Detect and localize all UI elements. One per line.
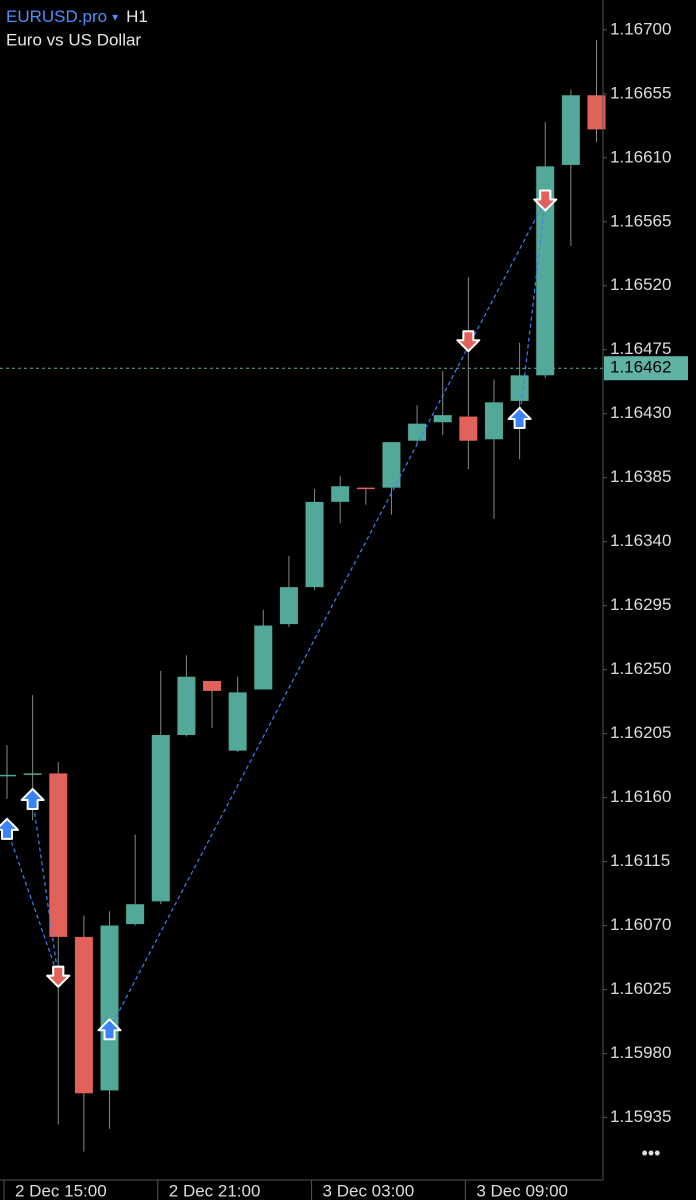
y-tick-label: 1.16025: [610, 979, 671, 998]
x-tick-label: 3 Dec 09:00: [476, 1181, 568, 1200]
x-tick-label: 3 Dec 03:00: [323, 1181, 415, 1200]
candle-body: [561, 95, 580, 165]
y-tick-label: 1.16160: [610, 787, 671, 806]
candle-body: [331, 486, 350, 502]
last-price-box: [604, 356, 688, 381]
symbol-dropdown[interactable]: ▾: [112, 10, 118, 24]
y-tick-label: 1.16295: [610, 595, 671, 614]
y-tick-label: 1.16610: [610, 147, 671, 166]
x-tick-label: 2 Dec 21:00: [169, 1181, 261, 1200]
candle-body: [254, 625, 273, 690]
candle-body: [587, 95, 606, 130]
menu-button[interactable]: •••: [642, 1143, 661, 1163]
sell-arrow: [46, 965, 71, 988]
y-tick-label: 1.16250: [610, 659, 671, 678]
symbol[interactable]: EURUSD.pro: [6, 7, 107, 26]
y-tick-label: 1.16385: [610, 467, 671, 486]
timeframe[interactable]: H1: [126, 7, 148, 26]
candle-body: [126, 904, 145, 925]
candle-body: [74, 936, 93, 1094]
buy-arrow: [20, 787, 45, 810]
deal-line: [6, 828, 59, 977]
last-price-label: 1.16462: [610, 358, 671, 377]
candle-body: [459, 416, 478, 441]
candle-body: [305, 501, 324, 588]
chart-subtitle: Euro vs US Dollar: [6, 30, 141, 49]
y-tick-label: 1.16655: [610, 83, 671, 102]
candle-body: [23, 773, 42, 775]
candle-body: [228, 692, 247, 751]
y-tick-label: 1.16475: [610, 339, 671, 358]
buy-arrow: [0, 817, 19, 840]
y-tick-label: 1.16520: [610, 275, 671, 294]
y-tick-label: 1.16700: [610, 19, 671, 38]
sell-arrow: [533, 189, 558, 212]
x-tick-label: 2 Dec 15:00: [15, 1181, 107, 1200]
candle-body: [356, 487, 375, 490]
y-tick-label: 1.15980: [610, 1043, 671, 1062]
sell-arrow: [456, 330, 481, 353]
y-tick-label: 1.16205: [610, 723, 671, 742]
candle-body: [510, 375, 529, 401]
y-tick-label: 1.16565: [610, 211, 671, 230]
candle-body: [100, 925, 119, 1091]
y-tick-label: 1.16430: [610, 403, 671, 422]
candle-body: [408, 423, 427, 441]
candle-body: [151, 735, 170, 902]
candle-body: [49, 773, 68, 937]
candle-body: [0, 774, 16, 777]
candle-body: [203, 680, 222, 691]
chart-header[interactable]: EURUSD.pro ▾ H1: [6, 7, 148, 26]
candle-body: [279, 587, 298, 625]
y-tick-label: 1.16115: [610, 851, 670, 870]
y-tick-label: 1.16340: [610, 531, 671, 550]
candle-body: [536, 166, 555, 376]
deal-line: [519, 200, 546, 419]
deal-line: [32, 798, 59, 977]
candle-body: [382, 442, 401, 488]
candle-body: [433, 415, 452, 423]
buy-arrow: [97, 1018, 122, 1041]
plot-area: [0, 39, 606, 1152]
candle-body: [177, 676, 196, 736]
y-tick-label: 1.15935: [610, 1107, 671, 1126]
candle-body: [484, 402, 503, 440]
buy-arrow: [507, 406, 532, 429]
y-tick-label: 1.16070: [610, 915, 671, 934]
